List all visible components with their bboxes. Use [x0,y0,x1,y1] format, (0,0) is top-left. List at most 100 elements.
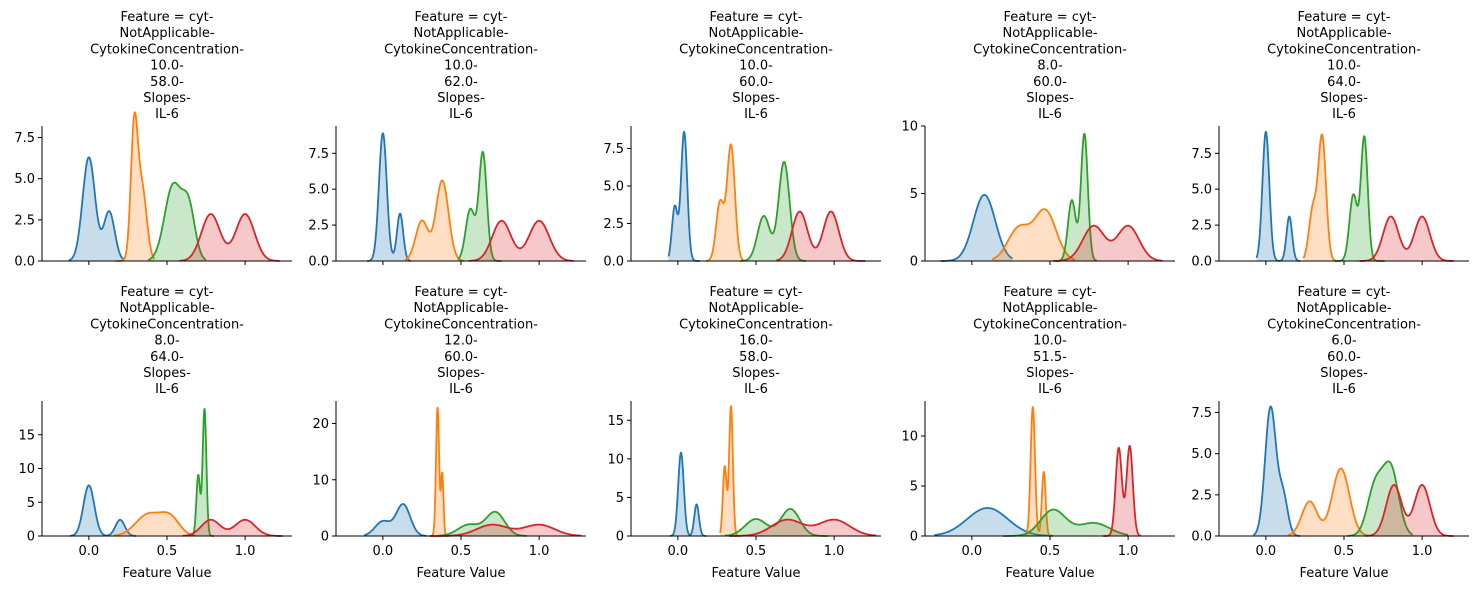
kde-area [720,406,741,536]
y-tick-label: 0.0 [1191,255,1212,270]
facet-title-line: IL-6 [1038,382,1062,397]
kde-area [724,508,828,536]
facet-title-line: 60.0- [1327,350,1361,365]
kde-area [115,112,155,261]
facet-title-line: IL-6 [1038,107,1062,122]
kde-line [1252,405,1301,537]
y-tick-label: 2.5 [308,219,329,234]
facet-title-line: 58.0- [739,350,773,365]
facet-title-line: CytokineConcentration- [1267,317,1421,332]
facet-panel: Feature = cyt-NotApplicable-CytokineConc… [603,10,881,270]
kde-line [1302,133,1339,262]
kde-area [992,209,1075,261]
facet-title-line: Slopes- [1026,91,1074,106]
x-tick-label: 0.0 [668,544,689,559]
facet-title-line: CytokineConcentration- [384,317,538,332]
kde-area [437,511,527,536]
kde-line [429,523,582,537]
kde-line [1287,467,1370,537]
facet-panel: Feature = cyt-NotApplicable-CytokineConc… [901,285,1175,581]
facet-title-line: Slopes- [1026,366,1074,381]
y-tick-label: 0 [616,530,624,545]
facet-panel: Feature = cyt-NotApplicable-CytokineConc… [18,285,292,581]
y-tick-label: 7.5 [1191,147,1212,162]
kde-line [1359,215,1454,262]
y-tick-label: 0 [910,530,918,545]
facet-title-line: Slopes- [143,91,191,106]
kde-line [366,132,412,262]
facet-title: Feature = cyt-NotApplicable-CytokineConc… [973,10,1127,122]
kde-line [775,210,866,262]
facet-title-line: 10.0- [739,59,773,74]
x-tick-label: 1.0 [1412,544,1433,559]
y-tick-label: 5 [616,491,624,506]
kde-area [1359,216,1454,261]
x-axis-label: Feature Value [1006,566,1095,581]
facet-panel: Feature = cyt-NotApplicable-CytokineConc… [14,10,292,270]
kde-line [428,406,450,537]
y-tick-label: 15 [18,428,35,443]
facet-title-line: Slopes- [732,366,780,381]
y-tick-label: 0.0 [603,255,624,270]
x-tick-label: 0.5 [746,544,767,559]
facet-panel: Feature = cyt-NotApplicable-CytokineConc… [901,10,1175,270]
y-tick-label: 0 [910,255,918,270]
y-tick-label: 10 [607,452,624,467]
kde-line [179,213,280,262]
kde-area [1287,468,1369,536]
kde-line [739,160,807,262]
facet-title-line: 10.0- [1033,334,1067,349]
y-tick-label: 2.5 [1191,219,1212,234]
y-tick-label: 10 [901,120,918,135]
x-axis-label: Feature Value [417,566,506,581]
facet-title-line: 58.0- [150,75,184,90]
facet-title-line: Feature = cyt- [1298,10,1391,25]
facet-title: Feature = cyt-NotApplicable-CytokineConc… [679,10,833,122]
facet-title-line: 64.0- [1327,75,1361,90]
facet-title-line: 6.0- [1331,334,1357,349]
y-tick-label: 5.0 [1191,183,1212,198]
y-tick-label: 7.5 [308,147,329,162]
kde-area [113,512,196,536]
kde-area [934,508,1054,536]
kde-area [457,151,502,261]
facet-title-line: IL-6 [155,382,179,397]
facet-title-line: 8.0- [154,334,180,349]
kde-line [940,193,1013,262]
kde-line [437,510,527,537]
facet-title-line: 51.5- [1033,350,1067,365]
facet-title-line: Slopes- [1320,366,1368,381]
y-tick-label: 15 [607,414,624,429]
x-tick-label: 0.0 [962,544,983,559]
x-tick-label: 0.5 [451,544,472,559]
y-tick-label: 5.0 [308,183,329,198]
kde-line [1055,132,1098,262]
x-tick-label: 0.0 [373,544,394,559]
facet-title-line: 60.0- [1033,75,1067,90]
facet-title-line: IL-6 [1332,382,1356,397]
kde-area [1253,406,1301,536]
facet-title-line: CytokineConcentration- [1267,42,1421,57]
kde-line [1003,508,1129,537]
x-tick-label: 1.0 [235,544,256,559]
facet-panel: Feature = cyt-NotApplicable-CytokineConc… [312,285,586,581]
x-tick-label: 1.0 [529,544,550,559]
x-tick-label: 0.0 [79,544,100,559]
y-tick-label: 10 [18,462,35,477]
x-tick-label: 1.0 [824,544,845,559]
facet-title-line: CytokineConcentration- [679,317,833,332]
x-tick-label: 0.5 [1040,544,1061,559]
facet-title-line: Feature = cyt- [121,10,214,25]
facet-title-line: Feature = cyt- [415,285,508,300]
facet-panel: Feature = cyt-NotApplicable-CytokineConc… [1191,10,1469,270]
kde-line [182,518,283,537]
kde-line [1052,224,1163,262]
kde-area [1365,484,1454,536]
y-tick-label: 2.5 [603,217,624,232]
facet-title-line: 60.0- [444,350,478,365]
x-tick-label: 0.5 [157,544,178,559]
kde-line [113,511,196,537]
facet-title-line: NotApplicable- [119,301,214,316]
y-tick-label: 5.0 [14,172,35,187]
kde-area [364,503,427,536]
